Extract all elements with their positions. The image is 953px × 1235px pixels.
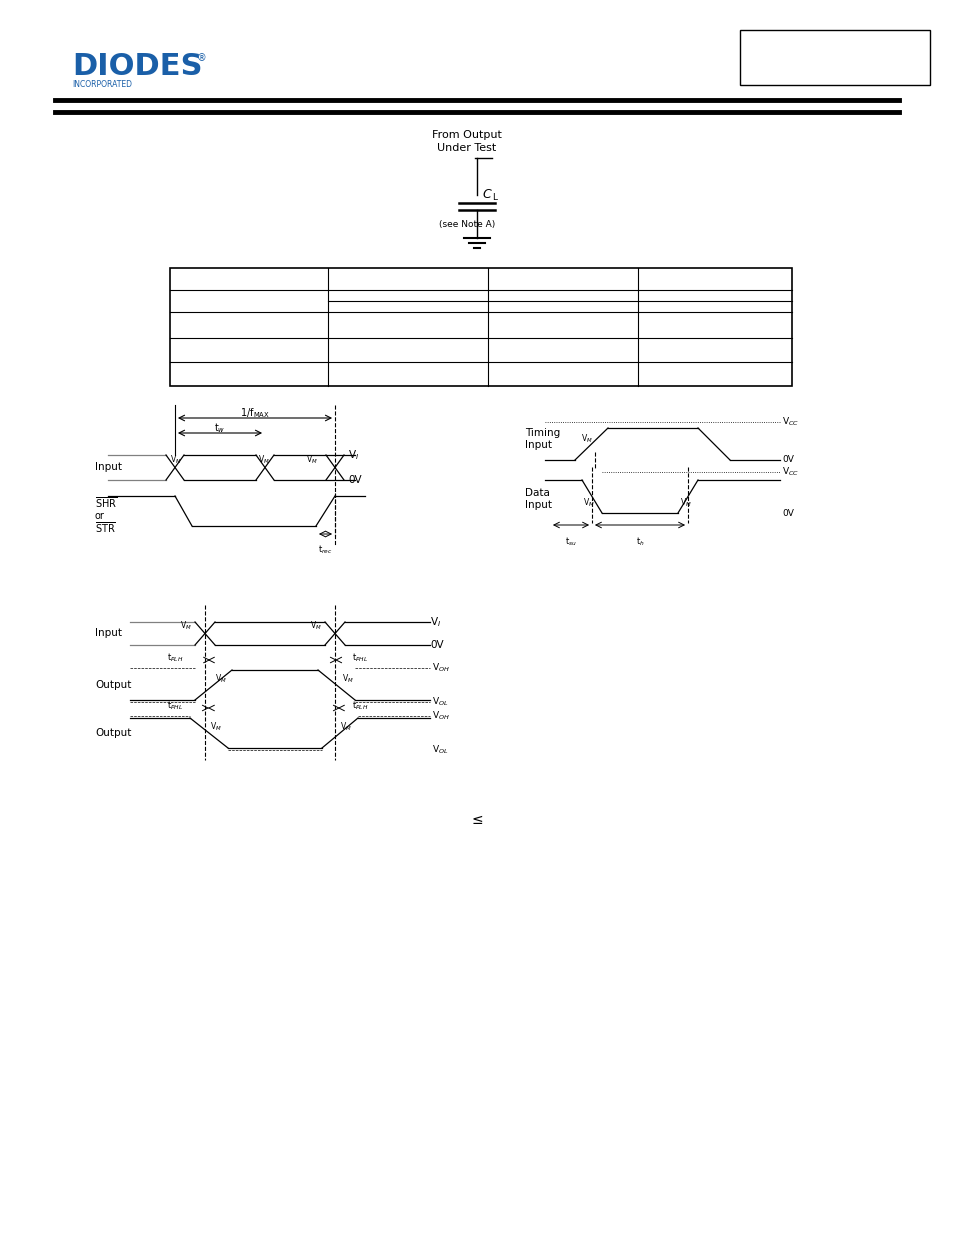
Text: t$_{PHL}$: t$_{PHL}$ (352, 652, 368, 664)
Text: V$_M$: V$_M$ (306, 453, 317, 466)
Text: Input: Input (524, 440, 552, 450)
Text: Output: Output (95, 727, 132, 739)
Text: Under Test: Under Test (436, 143, 497, 153)
Bar (740, 30, 929, 85)
Text: t$_{rec}$: t$_{rec}$ (317, 543, 332, 557)
Text: From Output: From Output (432, 130, 501, 140)
Text: V$_{CC}$: V$_{CC}$ (781, 466, 799, 478)
Text: 0V: 0V (781, 456, 793, 464)
Text: Input: Input (524, 500, 552, 510)
Text: 0V: 0V (348, 475, 361, 485)
Text: V$_M$: V$_M$ (582, 496, 594, 509)
Text: t$_h$: t$_h$ (635, 535, 643, 547)
Text: C: C (481, 189, 490, 201)
Text: V$_M$: V$_M$ (210, 720, 221, 734)
Text: V$_M$: V$_M$ (310, 620, 322, 632)
Text: ≤: ≤ (471, 813, 482, 827)
Text: t$_{PLH}$: t$_{PLH}$ (352, 700, 368, 713)
Text: 1/f$_\mathregular{MAX}$: 1/f$_\mathregular{MAX}$ (240, 406, 270, 420)
Text: V$_{OH}$: V$_{OH}$ (432, 662, 450, 674)
Text: $\overline{\rm STR}$: $\overline{\rm STR}$ (95, 521, 116, 536)
Text: Input: Input (95, 462, 122, 472)
Text: V$_{OH}$: V$_{OH}$ (432, 710, 450, 722)
Text: t$_{PHL}$: t$_{PHL}$ (167, 700, 183, 713)
Text: INCORPORATED: INCORPORATED (71, 80, 132, 89)
Text: t$_w$: t$_w$ (214, 421, 226, 435)
Text: V$_M$: V$_M$ (214, 673, 227, 685)
Text: 0V: 0V (430, 640, 443, 650)
Text: V$_M$: V$_M$ (257, 453, 270, 466)
Text: Timing: Timing (524, 429, 559, 438)
Text: V$_M$: V$_M$ (170, 453, 182, 466)
Text: ®: ® (196, 53, 207, 63)
Text: V$_M$: V$_M$ (339, 720, 352, 734)
Text: V$_{OL}$: V$_{OL}$ (432, 743, 448, 756)
Text: t$_{su}$: t$_{su}$ (564, 535, 577, 547)
Text: Data: Data (524, 488, 549, 498)
Text: L: L (492, 194, 497, 203)
Text: V$_M$: V$_M$ (679, 496, 691, 509)
Text: or: or (95, 511, 105, 521)
Text: $\overline{\rm SHR}$: $\overline{\rm SHR}$ (95, 495, 117, 510)
Text: V$_{CC}$: V$_{CC}$ (781, 416, 799, 429)
Text: V$_I$: V$_I$ (348, 448, 358, 462)
Text: V$_{OL}$: V$_{OL}$ (432, 695, 448, 708)
Text: 0V: 0V (781, 509, 793, 517)
Text: V$_M$: V$_M$ (341, 673, 354, 685)
Text: V$_I$: V$_I$ (430, 615, 440, 629)
Text: (see Note A): (see Note A) (438, 220, 495, 228)
Text: Output: Output (95, 680, 132, 690)
Bar (170, 268, 791, 387)
Text: Input: Input (95, 629, 122, 638)
Text: V$_M$: V$_M$ (180, 620, 192, 632)
Text: DIODES: DIODES (71, 52, 202, 82)
Text: V$_M$: V$_M$ (580, 432, 593, 446)
Text: t$_{PLH}$: t$_{PLH}$ (167, 652, 183, 664)
